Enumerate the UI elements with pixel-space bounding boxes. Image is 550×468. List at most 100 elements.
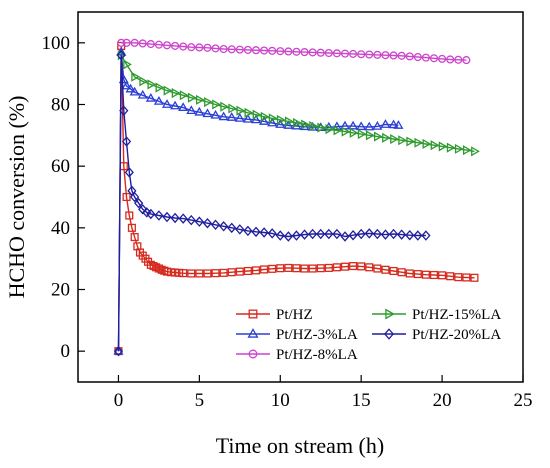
data-point	[210, 219, 221, 230]
data-point	[340, 49, 350, 58]
data-point	[331, 121, 342, 131]
data-point	[138, 204, 148, 215]
data-point	[228, 103, 238, 114]
series-line	[117, 52, 399, 352]
data-point	[397, 268, 406, 277]
y-tick-label: 60	[51, 156, 70, 177]
data-point	[130, 191, 140, 203]
data-point	[276, 264, 285, 273]
data-point	[390, 133, 399, 145]
data-point	[219, 268, 228, 277]
data-point	[129, 86, 140, 96]
data-point	[405, 229, 415, 241]
x-tick-label: 10	[271, 390, 290, 411]
data-point	[187, 43, 196, 52]
data-point	[154, 40, 163, 49]
y-tick-label: 0	[61, 341, 71, 362]
data-point	[276, 47, 285, 56]
x-tick-label: 0	[114, 390, 124, 411]
data-point	[413, 52, 422, 62]
y-tick-label: 20	[51, 280, 70, 301]
data-point	[127, 223, 136, 232]
data-point	[470, 273, 479, 282]
data-point	[113, 345, 124, 357]
data-point	[324, 48, 333, 58]
legend-label: Pt/HZ-15%LA	[412, 307, 501, 323]
data-point	[117, 38, 126, 47]
data-point	[226, 112, 237, 121]
data-point	[462, 56, 471, 65]
data-point	[171, 41, 180, 50]
data-point	[162, 211, 172, 223]
data-point	[341, 126, 351, 137]
data-point	[349, 262, 358, 271]
data-point	[178, 102, 189, 111]
data-point	[260, 46, 269, 55]
chart-marks	[113, 38, 480, 357]
axis-ticks: 0 5 10 15 20 25 0 20 40 60 80 100	[42, 33, 533, 411]
data-point	[446, 272, 455, 281]
data-point	[405, 52, 414, 61]
data-point	[227, 268, 236, 277]
data-point	[155, 82, 165, 93]
data-point	[116, 49, 126, 61]
data-point	[316, 48, 325, 57]
data-point	[300, 48, 309, 57]
data-point	[357, 262, 366, 271]
data-point	[268, 264, 277, 273]
series-2	[117, 38, 471, 65]
data-point	[195, 269, 204, 278]
legend-item: Pt/HZ	[236, 307, 313, 323]
data-point	[323, 121, 334, 131]
data-point	[381, 51, 390, 60]
series-1	[113, 46, 404, 355]
data-point	[260, 265, 269, 274]
data-point	[130, 233, 139, 242]
data-point	[332, 49, 341, 58]
data-point	[204, 96, 213, 108]
data-point	[324, 263, 333, 272]
data-point	[219, 44, 228, 54]
data-point	[218, 111, 229, 121]
data-point	[293, 117, 302, 129]
data-point	[421, 230, 431, 241]
data-point	[146, 40, 155, 49]
data-point	[195, 94, 205, 105]
legend-item: Pt/HZ-15%LA	[372, 307, 501, 323]
data-point	[268, 46, 277, 55]
data-point	[325, 124, 335, 135]
series-3	[117, 50, 480, 157]
data-point	[357, 129, 367, 140]
data-point	[317, 122, 327, 133]
data-point	[348, 229, 358, 241]
data-point	[373, 131, 383, 142]
data-point	[179, 42, 188, 51]
data-point	[373, 264, 382, 273]
data-point	[179, 90, 189, 101]
data-point	[406, 136, 416, 147]
data-point	[138, 39, 147, 48]
data-point	[242, 113, 253, 123]
data-point	[186, 105, 197, 115]
data-point	[234, 112, 245, 122]
data-point	[291, 230, 302, 241]
data-point	[157, 265, 166, 274]
data-point	[308, 48, 317, 57]
data-point	[153, 96, 164, 105]
legend-label: Pt/HZ-8%LA	[276, 347, 358, 363]
data-point	[372, 121, 383, 130]
data-point	[340, 231, 350, 242]
data-point	[333, 125, 343, 136]
data-point	[388, 228, 399, 240]
data-point	[187, 92, 197, 103]
data-point	[405, 269, 414, 278]
data-point	[397, 229, 407, 240]
data-point	[227, 222, 237, 234]
data-point	[125, 83, 136, 93]
data-point	[119, 105, 129, 116]
data-point	[462, 145, 472, 156]
data-point	[179, 269, 188, 278]
data-point	[122, 192, 131, 202]
data-point	[251, 226, 261, 238]
data-point	[446, 55, 455, 64]
